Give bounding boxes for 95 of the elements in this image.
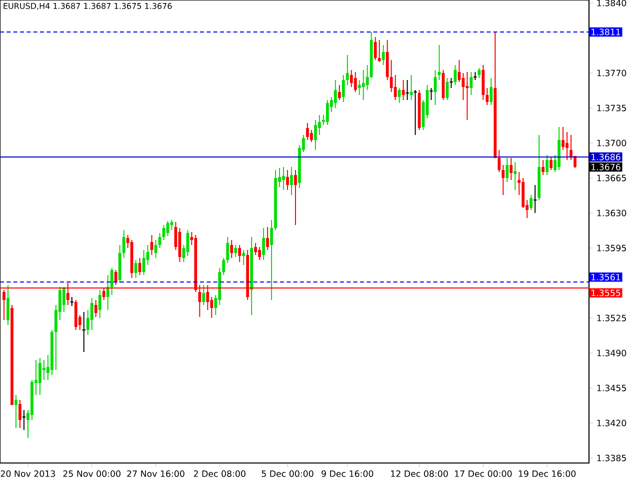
candlestick [202, 284, 206, 306]
x-tick-label: 19 Dec 16:00 [518, 470, 576, 477]
candlestick [398, 88, 401, 104]
candlestick [242, 250, 246, 266]
candlestick [486, 88, 489, 106]
candlestick [346, 54, 349, 86]
y-tick-label: 1.3455 [597, 384, 626, 392]
candlestick [294, 169, 297, 226]
candlestick [374, 36, 377, 60]
y-tick-label: 1.3840 [597, 0, 626, 6]
y-tick-label: 1.3525 [597, 314, 626, 322]
candlestick [290, 166, 293, 196]
candlestick [314, 120, 317, 150]
candlestick [38, 358, 42, 396]
candlestick [286, 169, 289, 190]
candlestick [382, 44, 385, 66]
candlestick [310, 130, 313, 142]
candlestick [342, 74, 345, 102]
candlestick [405, 80, 410, 100]
y-tick-label: 1.3385 [597, 454, 626, 462]
candlestick [506, 158, 509, 182]
candlestick [502, 164, 505, 196]
candlestick [94, 300, 98, 318]
x-tick-label: 9 Dec 16:00 [322, 470, 374, 477]
x-tick-label: 20 Nov 2013 [0, 470, 55, 477]
candlestick [82, 312, 86, 352]
ref-line-label: 1.3811 [592, 28, 620, 36]
candlestick [22, 410, 26, 430]
candlestick [306, 122, 309, 140]
y-tick-label: 1.3630 [597, 210, 626, 216]
candlestick [186, 230, 190, 256]
y-tick-label: 1.3420 [597, 420, 626, 426]
candlestick [266, 226, 269, 250]
candlestick [429, 88, 434, 100]
candlestick [498, 150, 501, 172]
candlestick [90, 298, 94, 330]
candlestick [402, 80, 405, 100]
chart-title: EURUSD,H4 1.3687 1.3687 1.3675 1.3676 [4, 2, 172, 10]
candlestick [258, 246, 261, 260]
candlestick [18, 400, 22, 428]
candlestick [262, 228, 265, 260]
candlestick [282, 166, 285, 190]
text: 1.3676 [592, 164, 620, 170]
x-tick-label: 27 Nov 16:00 [127, 470, 184, 477]
ref-line-label: 1.3686 [592, 154, 620, 160]
candlestick [326, 99, 329, 126]
candlestick [542, 160, 545, 176]
y-tick-label: 1.3665 [597, 174, 626, 182]
y-tick-label: 1.3700 [597, 140, 626, 146]
candlestick [514, 162, 517, 190]
x-tick-label: 2 Dec 08:00 [194, 470, 246, 477]
candlestick [510, 158, 513, 180]
candlestick [350, 70, 353, 88]
candlestick [362, 70, 365, 100]
x-tick-label: 5 Dec 00:00 [262, 470, 314, 477]
candlestick [530, 194, 533, 210]
candlestick [478, 68, 481, 78]
candlestick [270, 220, 273, 300]
candlestick [106, 274, 110, 310]
candlestick [226, 236, 230, 264]
candlestick [42, 360, 46, 380]
candlestick [358, 80, 361, 96]
candlestick [562, 126, 564, 150]
candlestick [230, 239, 234, 258]
candlestick [98, 290, 102, 318]
candlestick [413, 90, 418, 136]
candlestick [110, 268, 114, 296]
x-tick-label: 25 Nov 00:00 [63, 470, 120, 477]
candlestick [238, 244, 242, 262]
candlestick [449, 78, 454, 88]
candlestick [546, 154, 549, 176]
y-tick-label: 1.3595 [597, 244, 626, 252]
candlestick [566, 132, 568, 160]
candlestick [222, 258, 226, 276]
candlestick [62, 286, 66, 312]
y-tick-label: 1.3770 [597, 70, 626, 76]
candlestick [6, 284, 10, 326]
candlestick [550, 156, 552, 170]
candlestick [234, 244, 238, 258]
candlestick [14, 394, 18, 428]
candlestick [490, 78, 493, 106]
candlestick [394, 74, 397, 100]
ref-line-label: 1.3555 [592, 290, 620, 296]
y-tick-label: 1.3735 [597, 104, 626, 112]
candlestick [354, 71, 357, 92]
candlestick [334, 80, 337, 108]
candlestick [254, 242, 258, 256]
ref-line-label: 1.3561 [592, 274, 620, 280]
candlestick [532, 184, 538, 214]
x-tick-label: 12 Dec 08:00 [391, 470, 448, 477]
candlestick [338, 84, 341, 100]
candlestick [366, 64, 369, 90]
x-tick-label: 17 Dec 00:00 [454, 470, 512, 477]
y-tick-label: 1.3490 [597, 350, 626, 356]
candlestick [378, 40, 381, 62]
